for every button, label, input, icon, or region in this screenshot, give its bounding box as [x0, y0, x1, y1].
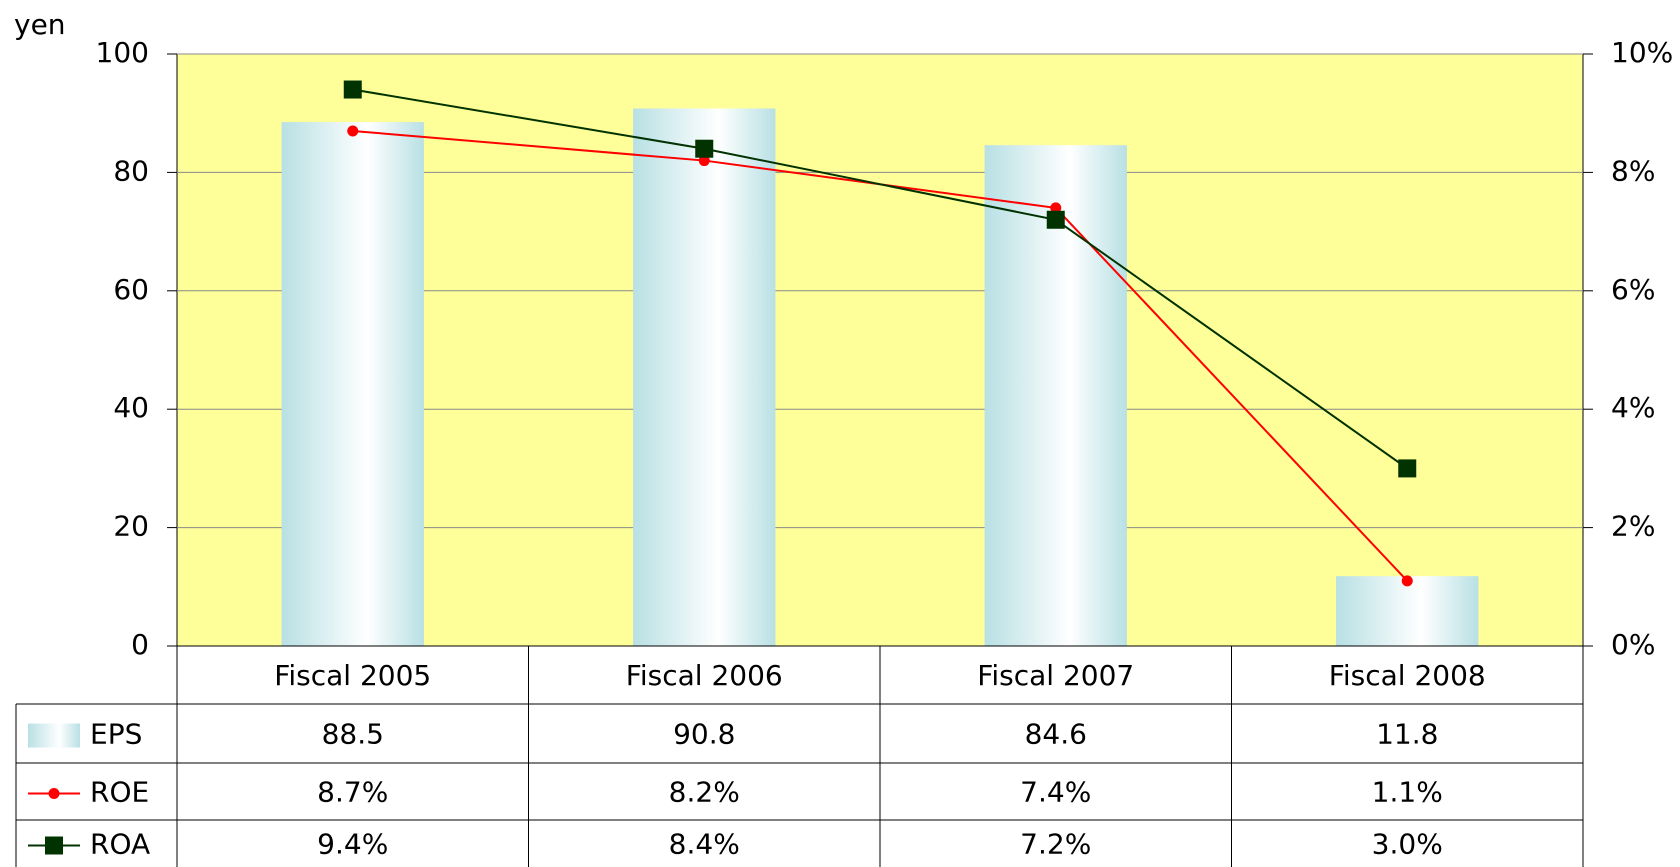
- table-value: 7.2%: [1020, 828, 1091, 861]
- table-value: 11.8: [1376, 718, 1438, 751]
- x-tick-label: Fiscal 2006: [626, 659, 783, 692]
- marker: [343, 80, 362, 99]
- marker: [347, 125, 359, 137]
- x-tick-label: Fiscal 2007: [977, 659, 1134, 692]
- y2-tick-label: 4%: [1611, 391, 1655, 424]
- table-value: 7.4%: [1020, 776, 1091, 809]
- legend-label: ROA: [90, 828, 150, 861]
- marker: [1046, 210, 1065, 229]
- table-value: 8.7%: [317, 776, 388, 809]
- legend-marker: [48, 788, 60, 799]
- table-value: 90.8: [673, 718, 735, 751]
- marker: [1050, 202, 1062, 214]
- y2-tick-label: 0%: [1611, 628, 1655, 661]
- y-tick-label: 40: [113, 391, 149, 424]
- legend-marker: [45, 836, 63, 855]
- legend-label: ROE: [90, 776, 149, 809]
- table-value: 88.5: [322, 718, 384, 751]
- table-value: 84.6: [1025, 718, 1087, 751]
- marker: [698, 155, 710, 167]
- y-tick-label: 100: [96, 36, 149, 69]
- legend-swatch: [28, 723, 80, 748]
- bar: [281, 122, 424, 646]
- line: [352, 88, 1408, 470]
- table-value: 1.1%: [1372, 776, 1443, 809]
- table-value: 9.4%: [317, 828, 388, 861]
- legend-label: EPS: [90, 718, 142, 751]
- y-tick-label: 60: [113, 273, 149, 306]
- table-value: 8.2%: [669, 776, 740, 809]
- y2-tick-label: 10%: [1611, 36, 1673, 69]
- table-value: 3.0%: [1372, 828, 1443, 861]
- marker: [695, 139, 714, 158]
- x-tick-label: Fiscal 2005: [274, 659, 431, 692]
- y2-tick-label: 8%: [1611, 154, 1655, 187]
- y2-tick-label: 6%: [1611, 273, 1655, 306]
- bar: [633, 108, 776, 647]
- x-tick-label: Fiscal 2008: [1329, 659, 1486, 692]
- marker: [1401, 575, 1413, 587]
- y-axis-label: yen: [14, 8, 66, 41]
- y-tick-label: 80: [113, 154, 149, 187]
- y2-tick-label: 2%: [1611, 510, 1655, 543]
- y-tick-label: 20: [113, 510, 149, 543]
- table-value: 8.4%: [669, 828, 740, 861]
- bar: [1336, 576, 1479, 646]
- y-tick-label: 0: [131, 628, 149, 661]
- marker: [1398, 459, 1417, 478]
